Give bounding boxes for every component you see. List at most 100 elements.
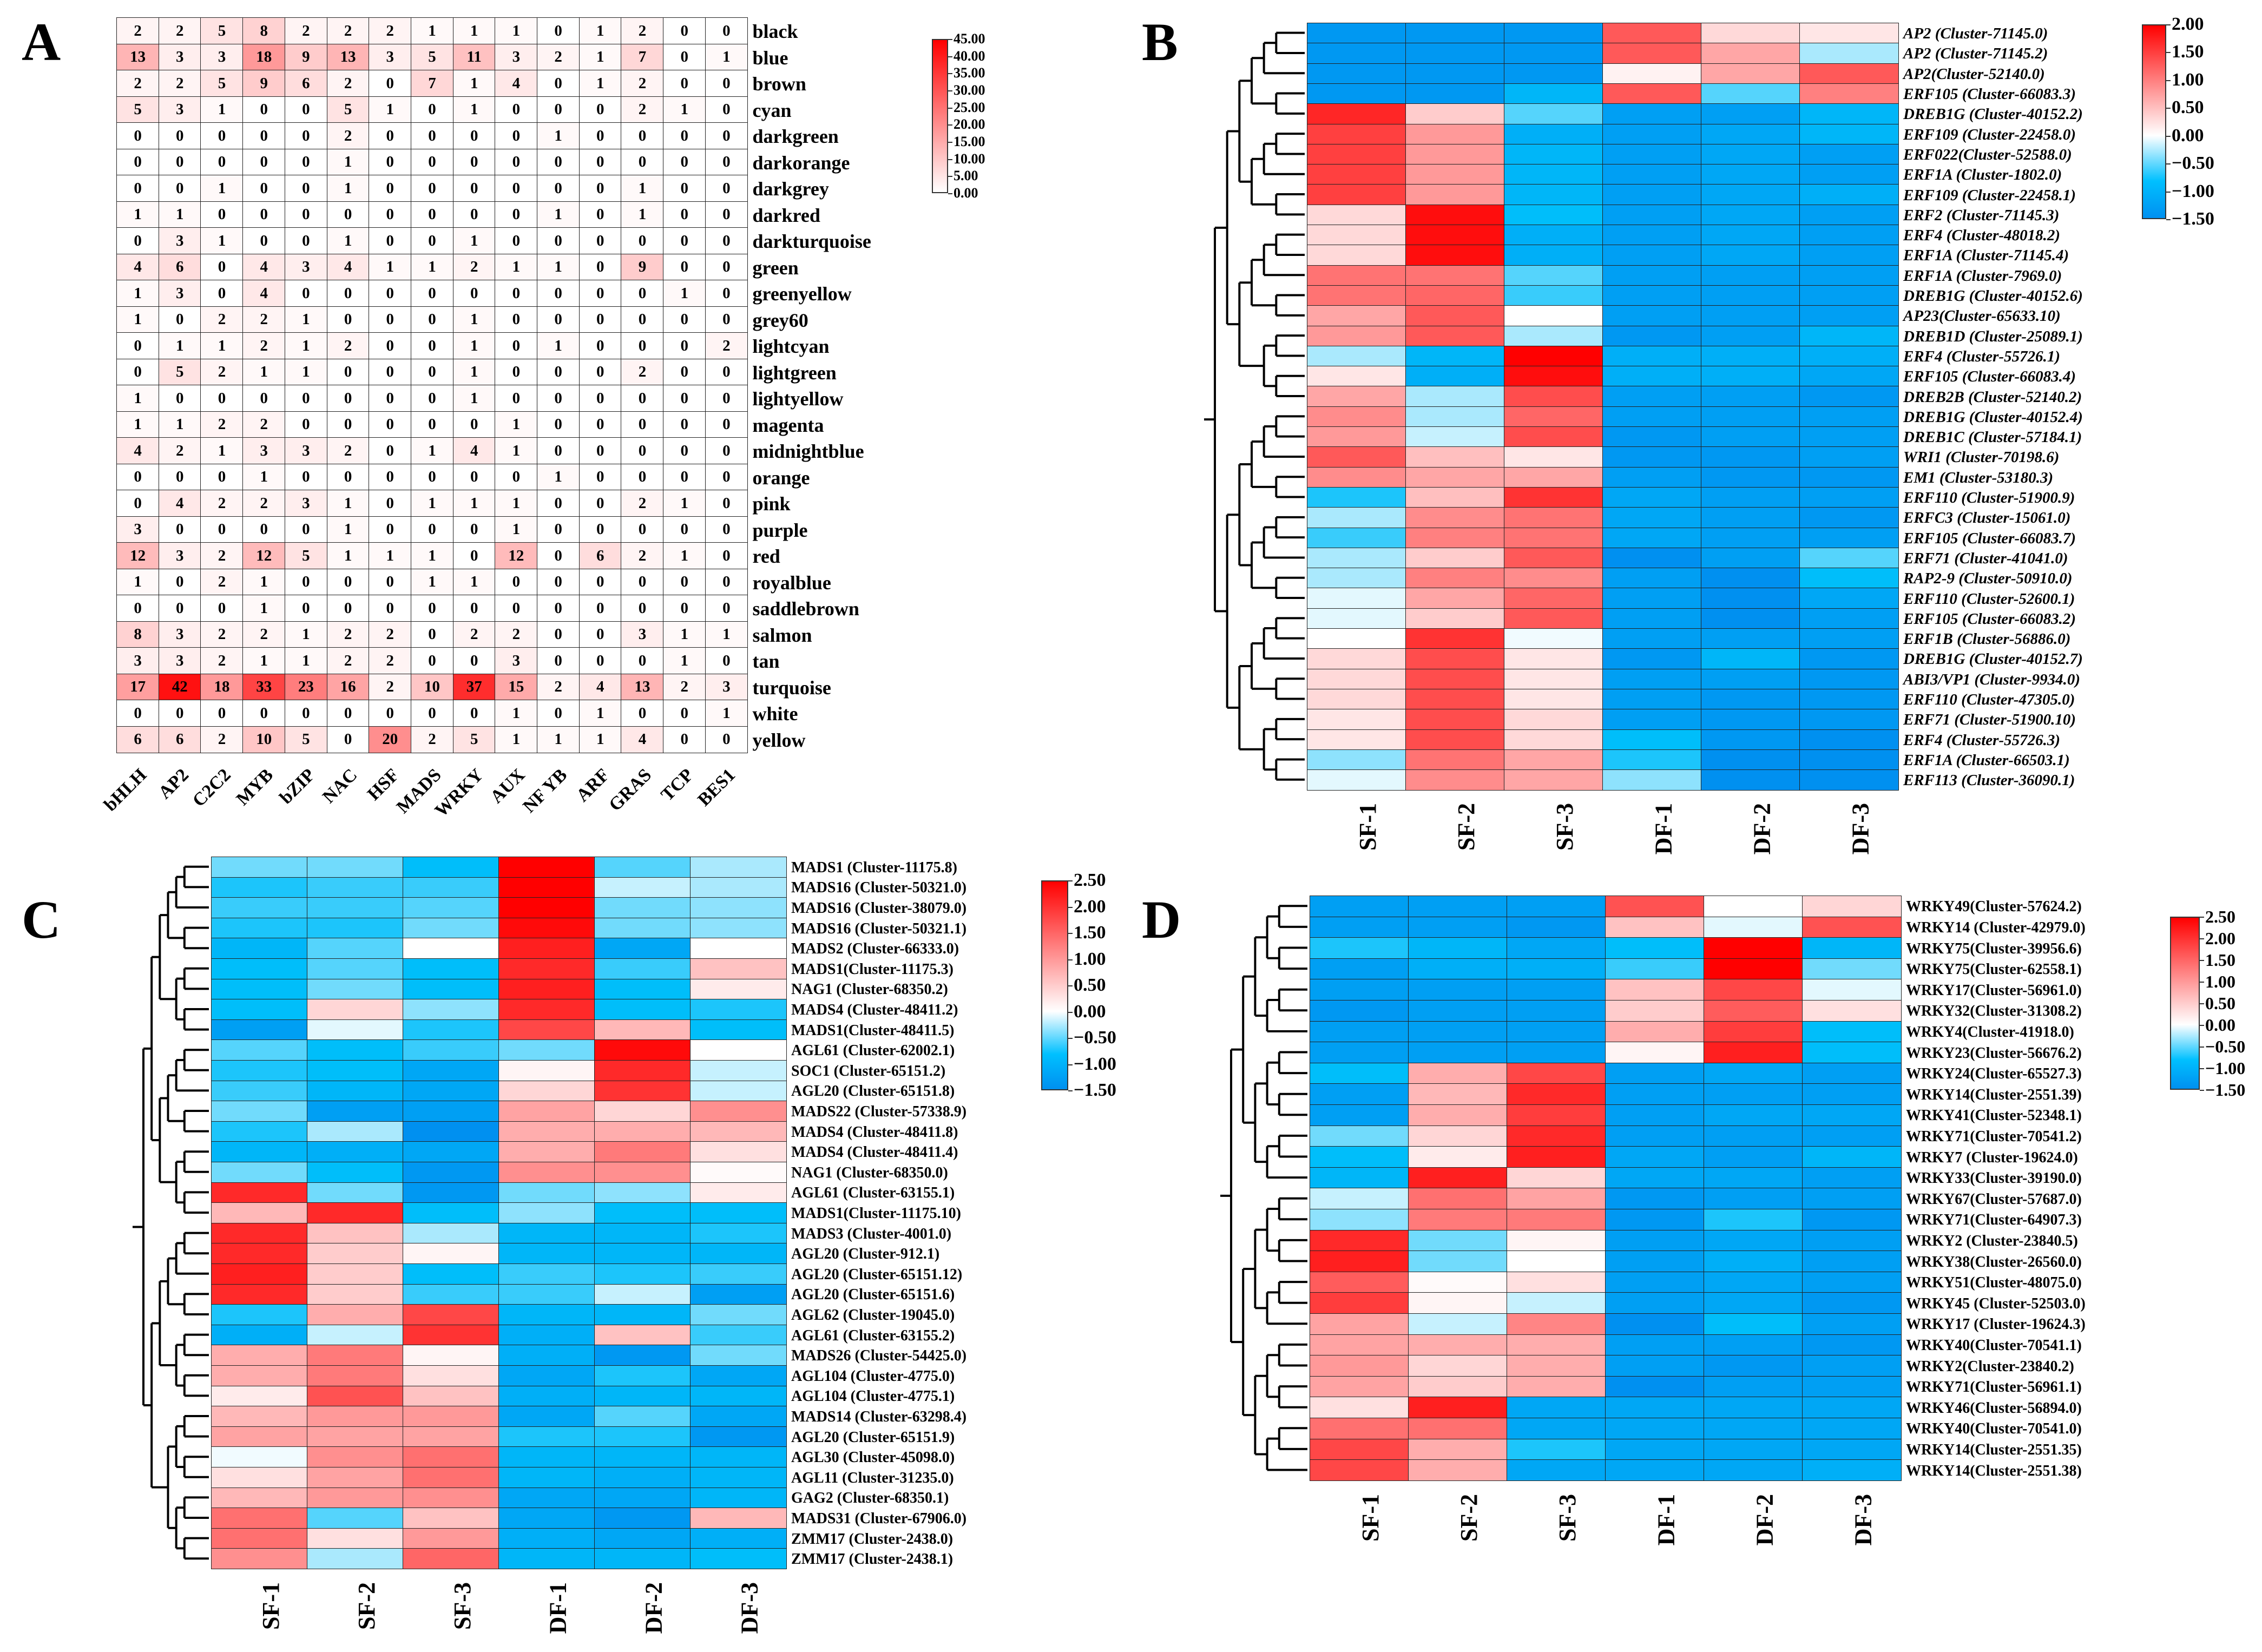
row-label: WRKY14 (Cluster-42979.0): [1906, 919, 2086, 936]
heatmap-cell: [1504, 386, 1603, 407]
heatmap-cell: 0: [495, 227, 538, 254]
row-label: WRKY33(Cluster-39190.0): [1906, 1170, 2082, 1187]
heatmap-cell: 5: [326, 96, 370, 123]
row-label: darkgreen: [752, 126, 839, 148]
heatmap-cell: [1504, 527, 1603, 549]
heatmap-cell: 0: [284, 175, 327, 202]
heatmap-cell: [1704, 1083, 1803, 1105]
heatmap-cell: [594, 1324, 691, 1346]
heatmap-cell: [1602, 749, 1702, 771]
heatmap-cell: [211, 1548, 308, 1570]
heatmap-cell: [1704, 1000, 1803, 1022]
heatmap-cell: [594, 1406, 691, 1427]
heatmap-cell: [307, 1467, 404, 1489]
heatmap-cell: [498, 1141, 595, 1163]
heatmap-cell: [403, 1162, 499, 1183]
row-label: WRI1 (Cluster-70198.6): [1903, 449, 2060, 466]
heatmap-cell: 2: [452, 621, 496, 648]
heatmap-cell: [690, 877, 787, 898]
heatmap-cell: [211, 1202, 308, 1224]
heatmap-cell: 13: [116, 43, 160, 71]
row-label: RAP2-9 (Cluster-50910.0): [1903, 570, 2073, 588]
heatmap-cell: [594, 1162, 691, 1183]
heatmap-cell: [211, 1508, 308, 1529]
legend-tick-label: 2.00: [2172, 14, 2204, 34]
legend-tick-mark: [948, 73, 952, 75]
heatmap-cell: [1507, 1083, 1606, 1105]
row-label: WRKY14(Cluster-2551.35): [1906, 1441, 2082, 1458]
heatmap-cell: [1307, 245, 1406, 266]
heatmap-cell: 1: [200, 175, 244, 202]
heatmap-cell: [1307, 688, 1406, 710]
heatmap-cell: 5: [200, 17, 244, 44]
legend-tick-label: −1.50: [2172, 209, 2214, 229]
row-label: WRKY49(Cluster-57624.2): [1906, 898, 2082, 916]
heatmap-cell: 0: [158, 568, 201, 596]
heatmap-cell: 0: [705, 542, 748, 569]
row-label: NAG1 (Cluster-68350.2): [791, 981, 948, 998]
heatmap-cell: [498, 1101, 595, 1122]
row-label: AGL20 (Cluster-912.1): [791, 1246, 940, 1263]
heatmap-cell: [1602, 446, 1702, 468]
heatmap-cell: [1602, 225, 1702, 246]
heatmap-cell: 0: [410, 201, 454, 228]
heatmap-cell: 0: [326, 726, 370, 753]
heatmap-cell: 0: [578, 437, 622, 464]
heatmap-cell: 0: [495, 463, 538, 491]
heatmap-cell: [403, 1487, 499, 1509]
row-label: AGL20 (Cluster-65151.9): [791, 1429, 955, 1446]
heatmap-cell: 1: [116, 568, 160, 596]
heatmap-cell: [1405, 285, 1505, 306]
row-label: ERF113 (Cluster-36090.1): [1903, 772, 2075, 789]
row-label: MADS26 (Cluster-54425.0): [791, 1347, 967, 1365]
heatmap-cell: 2: [242, 306, 286, 333]
heatmap-cell: [1701, 709, 1800, 730]
heatmap-cell: 1: [158, 411, 201, 438]
row-label: WRKY40(Cluster-70541.1): [1906, 1337, 2082, 1354]
heatmap-cell: [594, 1426, 691, 1447]
heatmap-cell: [1605, 979, 1705, 1001]
heatmap-cell: [1704, 1125, 1803, 1147]
heatmap-cell: [594, 938, 691, 959]
heatmap-cell: 0: [116, 490, 160, 517]
heatmap-cell: 0: [705, 70, 748, 97]
heatmap-cell: 0: [663, 332, 706, 359]
row-label: salmon: [752, 624, 812, 646]
heatmap-cell: 0: [495, 96, 538, 123]
heatmap-cell: 0: [621, 700, 664, 727]
legend-tick-label: −0.50: [2172, 153, 2214, 174]
heatmap-cell: [1701, 729, 1800, 751]
heatmap-cell: [690, 1467, 787, 1489]
heatmap-cell: [498, 958, 595, 980]
heatmap-cell: 1: [452, 568, 496, 596]
legend-tick-mark: [2200, 982, 2204, 983]
heatmap-cell: 17: [116, 673, 160, 701]
heatmap-cell: [211, 1345, 308, 1366]
heatmap-cell: 1: [452, 385, 496, 412]
heatmap-cell: 1: [705, 621, 748, 648]
heatmap-cell: 0: [326, 568, 370, 596]
row-label: ERF110 (Cluster-51900.9): [1903, 489, 2075, 507]
heatmap-cell: [594, 1243, 691, 1265]
heatmap-cell: [1701, 43, 1800, 64]
heatmap-cell: [1310, 1271, 1409, 1293]
heatmap-cell: 0: [452, 595, 496, 622]
heatmap-cell: [1507, 896, 1606, 918]
row-label: MADS16 (Cluster-50321.0): [791, 879, 967, 897]
heatmap-cell: 18: [242, 43, 286, 71]
heatmap-cell: [1602, 386, 1702, 407]
row-label: MADS2 (Cluster-66333.0): [791, 940, 959, 958]
heatmap-cell: [690, 1508, 787, 1529]
heatmap-cell: [594, 1365, 691, 1387]
row-label: tan: [752, 650, 780, 673]
heatmap-cell: 0: [705, 253, 748, 281]
heatmap-cell: 20: [369, 726, 412, 753]
row-label: ERF1A (Cluster-1802.0): [1903, 166, 2062, 184]
heatmap-cell: [1802, 1146, 1902, 1168]
heatmap-cell: [1504, 43, 1603, 64]
row-label: SOC1 (Cluster-65151.2): [791, 1062, 946, 1080]
row-label: ERF71 (Cluster-41041.0): [1903, 549, 2068, 567]
heatmap-cell: [1799, 164, 1899, 185]
heatmap-cell: 0: [621, 437, 664, 464]
heatmap-cell: [307, 857, 404, 878]
